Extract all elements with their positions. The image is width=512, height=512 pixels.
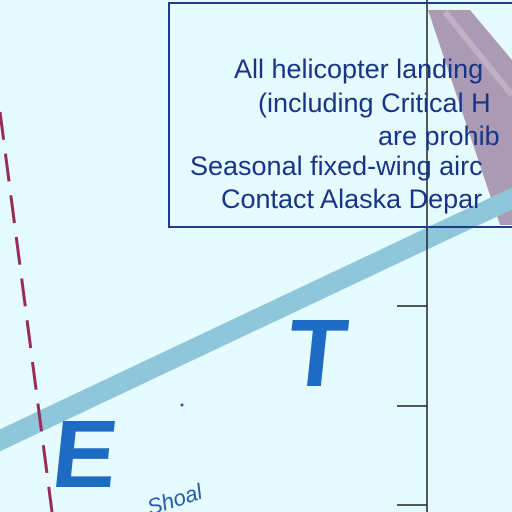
map-letter-t: T <box>282 300 353 407</box>
regulation-notice-box: All helicopter landing (including Critic… <box>168 2 512 228</box>
notice-line-1: All helicopter landing <box>234 54 484 84</box>
boundary-dashed-line <box>0 111 54 512</box>
notice-line-3: are prohib <box>378 121 500 151</box>
notice-line-2: (including Critical H <box>258 88 491 118</box>
notice-line-5: Contact Alaska Depar <box>221 184 483 214</box>
map-letter-e: E <box>47 401 123 508</box>
land-strip <box>428 10 512 225</box>
sounding-dot <box>180 403 184 407</box>
notice-line-4: Seasonal fixed-wing airc <box>190 151 483 181</box>
reference-ticks <box>397 305 427 506</box>
channel-band <box>0 187 512 452</box>
land-strip-hatch <box>442 10 512 97</box>
